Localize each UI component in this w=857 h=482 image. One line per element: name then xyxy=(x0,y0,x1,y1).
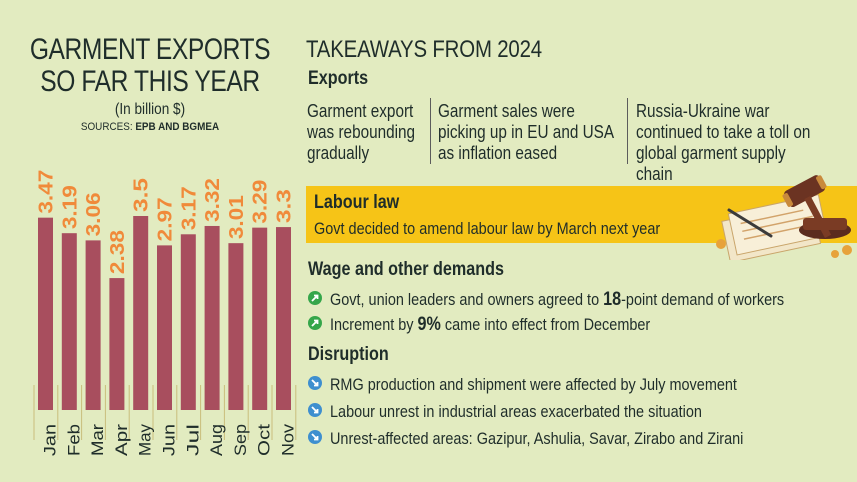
chart-title-block: GARMENT EXPORTS SO FAR THIS YEAR (In bil… xyxy=(0,34,300,134)
value-label-aug: 3.32 xyxy=(202,178,224,222)
tick-label-aug: Aug xyxy=(207,424,226,456)
disruption-heading: Disruption xyxy=(308,344,389,365)
green-arrow-icon xyxy=(308,316,322,330)
blue-arrow-icon xyxy=(308,429,322,444)
value-label-sep: 3.01 xyxy=(226,195,248,239)
labour-law-heading: Labour law xyxy=(314,192,400,213)
tick-label-nov: Nov xyxy=(279,423,298,456)
bar-jun xyxy=(157,245,172,410)
bar-jul xyxy=(180,234,196,410)
bar-feb xyxy=(61,233,77,410)
value-label-jan: 3.47 xyxy=(36,170,58,214)
value-label-may: 3.5 xyxy=(131,178,153,212)
tick-label-jun: Jun xyxy=(160,424,179,456)
green-arrow-icon xyxy=(308,291,322,305)
tick-label-jul: Jul xyxy=(183,424,202,456)
wage-heading: Wage and other demands xyxy=(308,259,504,280)
bar-may xyxy=(133,216,149,410)
chart-sources: SOURCES: EPB AND BGMEA xyxy=(80,121,220,133)
exports-heading: Exports xyxy=(308,68,369,89)
list-item: Labour unrest in industrial areas exacer… xyxy=(308,401,768,422)
takeaways-title: TAKEAWAYS FROM 2024 xyxy=(306,36,542,63)
column-divider xyxy=(430,98,431,164)
tick-label-apr: Apr xyxy=(112,424,131,456)
bar-apr xyxy=(109,278,125,410)
list-item: Govt, union leaders and owners agreed to… xyxy=(308,289,857,311)
exports-column-2: Garment sales were picking up in EU and … xyxy=(438,101,615,163)
labour-law-text: Govt decided to amend labour law by Marc… xyxy=(314,219,661,238)
value-label-feb: 3.19 xyxy=(59,185,81,229)
chart-title-line1: GARMENT EXPORTS xyxy=(29,33,271,66)
value-label-nov: 3.3 xyxy=(274,189,296,223)
bar-nov xyxy=(276,227,291,410)
blue-arrow-icon xyxy=(308,402,322,417)
chart-unit: (In billion $) xyxy=(114,101,186,118)
bar-chart: 3.47 Jan 3.19 Feb 3.06 Mar 2.38 Apr 3.5 May 2.97 Ju… xyxy=(33,170,298,456)
value-label-jul: 3.17 xyxy=(178,186,200,230)
list-item: Unrest-affected areas: Gazipur, Ashulia,… xyxy=(308,428,816,449)
tick-label-feb: Feb xyxy=(64,424,83,456)
chart-title-line2: SO FAR THIS YEAR xyxy=(40,65,260,98)
column-divider xyxy=(627,98,628,164)
bar-aug xyxy=(204,225,220,410)
bar-sep xyxy=(228,243,244,410)
list-item: RMG production and shipment were affecte… xyxy=(308,374,809,395)
tick-label-mar: Mar xyxy=(88,424,107,456)
bar-jan xyxy=(38,217,53,410)
value-label-oct: 3.29 xyxy=(250,180,272,224)
value-label-apr: 2.38 xyxy=(107,230,129,274)
list-item: Increment by 9% came into effect from De… xyxy=(308,314,707,336)
bar-oct xyxy=(252,227,268,410)
takeaways-panel: TAKEAWAYS FROM 2024 Exports Garment expo… xyxy=(306,0,857,482)
gavel-illustration-icon xyxy=(716,175,852,260)
tick-label-sep: Sep xyxy=(231,424,250,456)
exports-column-1: Garment export was rebounding gradually xyxy=(307,101,416,163)
value-label-jun: 2.97 xyxy=(155,197,177,241)
tick-label-may: May xyxy=(136,424,155,456)
tick-label-jan: Jan xyxy=(41,424,60,456)
value-label-mar: 3.06 xyxy=(83,192,105,236)
exports-column-3: Russia-Ukraine war continued to take a t… xyxy=(636,101,811,184)
blue-arrow-icon xyxy=(308,375,322,390)
tick-label-oct: Oct xyxy=(255,424,274,456)
bar-mar xyxy=(85,240,101,410)
